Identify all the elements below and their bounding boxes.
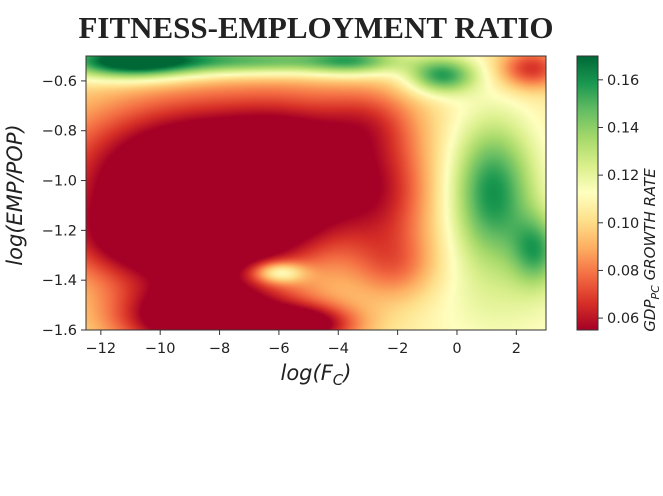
x-axis-ticks: −12 −10 −8 −6 −4 −2 0 2 <box>86 330 521 357</box>
colorbar-tick-label: 0.12 <box>607 168 639 184</box>
colorbar <box>576 55 599 331</box>
colorbar-ticks: 0.06 0.08 0.10 0.12 0.14 0.16 <box>598 73 639 327</box>
x-tick-label: −4 <box>328 341 349 357</box>
x-tick-label: 2 <box>512 341 521 357</box>
x-tick-label: −12 <box>86 341 117 357</box>
heatmap-image <box>86 56 546 330</box>
y-tick-label: −0.6 <box>42 74 77 90</box>
y-tick-label: −1.4 <box>42 273 77 289</box>
colorbar-tick-label: 0.10 <box>607 216 639 232</box>
y-axis-label: log(EMP/POP) <box>3 124 27 265</box>
x-tick-label: −2 <box>387 341 408 357</box>
y-tick-label: −1.2 <box>42 223 77 239</box>
x-axis-label-main: log(F <box>281 361 334 385</box>
x-tick-label: −10 <box>145 341 176 357</box>
chart-title: FITNESS-EMPLOYMENT RATIO <box>78 10 553 45</box>
colorbar-tick-label: 0.14 <box>607 120 639 136</box>
y-tick-label: −1.6 <box>42 323 77 339</box>
x-axis-label-sub: C <box>333 371 344 389</box>
colorbar-label-rest: GROWTH RATE <box>641 168 659 285</box>
colorbar-tick-label: 0.06 <box>607 311 639 327</box>
y-tick-label: −1.0 <box>42 174 77 190</box>
colorbar-tick-label: 0.08 <box>607 263 639 279</box>
x-tick-label: −6 <box>268 341 289 357</box>
colorbar-label-sub: PC <box>649 285 662 300</box>
colorbar-label: GDPPC GROWTH RATE <box>641 168 662 332</box>
x-tick-label: 0 <box>452 341 461 357</box>
x-axis-label-close: ) <box>341 361 351 385</box>
plot-frame <box>85 55 547 331</box>
x-tick-label: −8 <box>209 341 230 357</box>
colorbar-label-main: GDP <box>641 299 659 332</box>
y-tick-label: −0.8 <box>42 124 77 140</box>
x-axis-label: log(FC) <box>281 361 352 389</box>
heatmap-area <box>86 56 546 330</box>
y-axis-ticks: −0.6 −0.8 −1.0 −1.2 −1.4 −1.6 <box>42 74 86 339</box>
colorbar-tick-label: 0.16 <box>607 73 639 89</box>
